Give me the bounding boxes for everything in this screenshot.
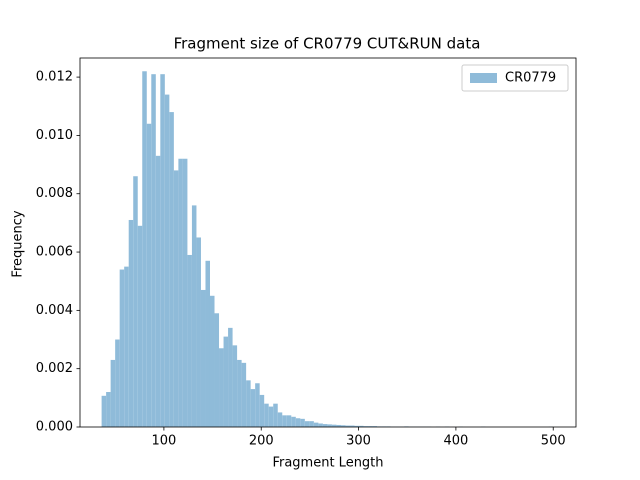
axes-frame — [79, 57, 577, 428]
histogram-bar — [187, 254, 192, 427]
histogram-bar — [124, 266, 129, 427]
x-tick-label: 300 — [346, 434, 371, 449]
histogram-bar — [205, 260, 210, 427]
histogram-bar — [268, 406, 274, 427]
histogram-bar — [336, 424, 341, 427]
legend-label: CR0779 — [505, 71, 556, 86]
histogram-bar — [101, 395, 107, 427]
histogram-bar — [331, 424, 337, 427]
histogram-bar — [160, 74, 165, 428]
histogram-bar — [119, 269, 125, 427]
histogram-bar — [219, 348, 224, 427]
histogram-bar — [228, 327, 233, 427]
histogram-bar — [295, 418, 301, 427]
histogram-bar — [115, 339, 120, 427]
histogram-bar — [264, 403, 269, 427]
y-tick-label: 0.006 — [36, 245, 73, 260]
histogram-bar — [146, 123, 152, 428]
histogram-bar — [255, 383, 260, 427]
histogram-bar — [200, 289, 206, 427]
histogram-bar — [354, 425, 360, 427]
x-tick-label: 400 — [443, 434, 468, 449]
histogram-bar — [291, 416, 296, 427]
histogram-bar — [164, 94, 170, 427]
histogram-bar — [241, 362, 247, 427]
histogram-bar — [273, 403, 278, 427]
histogram-bar — [368, 426, 373, 427]
histogram-bar — [191, 205, 197, 427]
y-tick-label: 0.008 — [36, 186, 73, 201]
histogram-bar — [286, 415, 292, 427]
histogram-bar — [106, 392, 111, 427]
histogram-bar — [277, 412, 283, 427]
histogram-bar — [142, 71, 147, 427]
chart-title: Fragment size of CR0779 CUT&RUN data — [174, 35, 481, 53]
histogram-bar — [309, 421, 314, 427]
histogram-bar — [345, 425, 350, 427]
x-tick-label: 200 — [249, 434, 274, 449]
y-tick-label: 0.000 — [36, 420, 73, 435]
x-axis-label: Fragment Length — [272, 456, 383, 471]
histogram-bar — [250, 389, 256, 427]
y-tick-label: 0.002 — [36, 361, 73, 376]
histogram-bar — [372, 426, 378, 427]
histogram-bar — [155, 155, 161, 428]
histogram-bar — [246, 380, 251, 427]
histogram-bar — [359, 425, 364, 427]
legend-swatch — [470, 73, 497, 83]
histogram-bar — [178, 158, 183, 427]
histogram-bar — [151, 74, 156, 428]
histogram-bar — [196, 237, 201, 427]
legend-box — [461, 64, 569, 92]
histogram-bar — [340, 425, 346, 427]
histogram-bar — [209, 295, 215, 427]
histogram-bar — [322, 424, 328, 427]
histogram-bar — [232, 345, 238, 427]
histogram-bar — [133, 176, 138, 427]
y-tick-label: 0.004 — [36, 303, 73, 318]
histogram-bar — [349, 425, 355, 427]
histogram-bar — [313, 422, 319, 427]
histogram-bar — [300, 418, 305, 427]
y-tick-label: 0.012 — [36, 70, 73, 85]
histogram-bar — [318, 423, 323, 427]
histogram-bar — [327, 424, 332, 427]
histogram-bar — [169, 112, 174, 427]
x-tick-label: 500 — [541, 434, 566, 449]
histogram-bar — [223, 336, 229, 427]
histogram-bar — [237, 359, 242, 427]
histogram-bar — [173, 170, 179, 427]
y-tick-label: 0.010 — [36, 128, 73, 143]
histogram-bar — [182, 158, 188, 427]
histogram-bar — [282, 415, 287, 427]
histogram-bar — [128, 219, 134, 427]
histogram-bar — [214, 313, 220, 427]
histogram-bar — [304, 421, 310, 427]
x-tick-label: 100 — [151, 434, 176, 449]
histogram-bar — [137, 225, 143, 427]
histogram-bar — [259, 394, 265, 427]
histogram-bar — [363, 426, 369, 427]
histogram-bar — [110, 359, 116, 427]
y-axis-label: Frequency — [11, 210, 26, 277]
